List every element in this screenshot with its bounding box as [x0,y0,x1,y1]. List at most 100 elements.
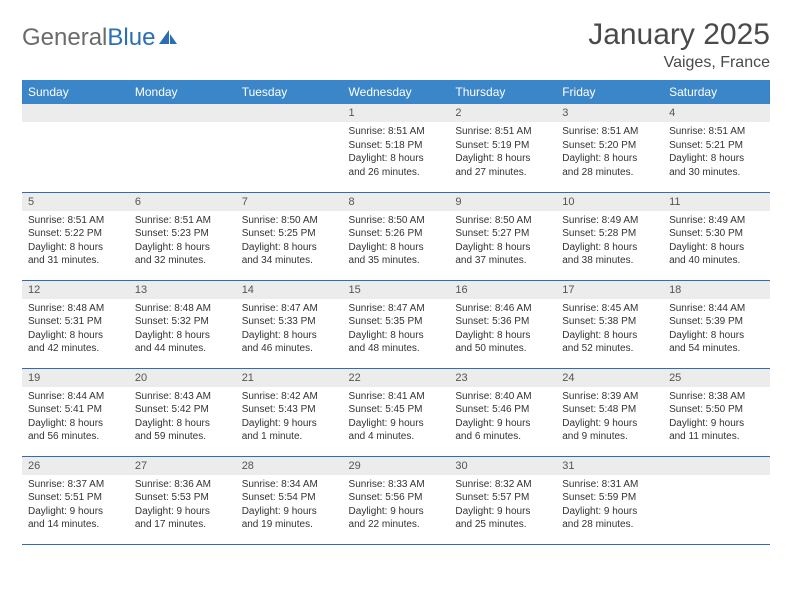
calendar-day-cell: 15Sunrise: 8:47 AMSunset: 5:35 PMDayligh… [343,280,450,368]
calendar-body: 1Sunrise: 8:51 AMSunset: 5:18 PMDaylight… [22,104,770,544]
calendar-day-cell: 16Sunrise: 8:46 AMSunset: 5:36 PMDayligh… [449,280,556,368]
day-detail-line: and 26 minutes. [349,166,444,180]
day-number: 8 [343,193,450,211]
day-detail-line: Sunrise: 8:37 AM [28,478,123,492]
sail-icon [157,25,179,53]
weekday-header: Wednesday [343,80,450,104]
calendar-day-cell: 4Sunrise: 8:51 AMSunset: 5:21 PMDaylight… [663,104,770,192]
day-details: Sunrise: 8:38 AMSunset: 5:50 PMDaylight:… [663,387,770,444]
day-details: Sunrise: 8:48 AMSunset: 5:31 PMDaylight:… [22,299,129,356]
weekday-header: Tuesday [236,80,343,104]
calendar-day-cell: 28Sunrise: 8:34 AMSunset: 5:54 PMDayligh… [236,456,343,544]
day-detail-line: Sunset: 5:22 PM [28,227,123,241]
day-detail-line: and 31 minutes. [28,254,123,268]
day-number: 17 [556,281,663,299]
day-number: 7 [236,193,343,211]
day-detail-line: Sunrise: 8:33 AM [349,478,444,492]
day-detail-line: Sunset: 5:41 PM [28,403,123,417]
day-detail-line: Sunset: 5:50 PM [669,403,764,417]
day-detail-line: Daylight: 9 hours [28,505,123,519]
day-detail-line: Daylight: 8 hours [28,417,123,431]
calendar-day-cell: 2Sunrise: 8:51 AMSunset: 5:19 PMDaylight… [449,104,556,192]
day-number: 21 [236,369,343,387]
day-details: Sunrise: 8:41 AMSunset: 5:45 PMDaylight:… [343,387,450,444]
day-details: Sunrise: 8:32 AMSunset: 5:57 PMDaylight:… [449,475,556,532]
day-details: Sunrise: 8:43 AMSunset: 5:42 PMDaylight:… [129,387,236,444]
calendar-day-cell: 9Sunrise: 8:50 AMSunset: 5:27 PMDaylight… [449,192,556,280]
day-detail-line: Sunset: 5:28 PM [562,227,657,241]
day-detail-line: Sunrise: 8:49 AM [562,214,657,228]
day-details: Sunrise: 8:51 AMSunset: 5:18 PMDaylight:… [343,122,450,179]
day-detail-line: Daylight: 8 hours [455,329,550,343]
day-detail-line: Daylight: 9 hours [562,505,657,519]
day-detail-line: Sunrise: 8:40 AM [455,390,550,404]
calendar-day-cell: 24Sunrise: 8:39 AMSunset: 5:48 PMDayligh… [556,368,663,456]
day-number: 4 [663,104,770,122]
calendar-day-cell: 5Sunrise: 8:51 AMSunset: 5:22 PMDaylight… [22,192,129,280]
day-detail-line: Sunset: 5:57 PM [455,491,550,505]
day-detail-line: Daylight: 8 hours [135,329,230,343]
day-detail-line: Sunrise: 8:38 AM [669,390,764,404]
calendar-day-cell: 1Sunrise: 8:51 AMSunset: 5:18 PMDaylight… [343,104,450,192]
day-number: 26 [22,457,129,475]
day-detail-line: and 19 minutes. [242,518,337,532]
day-number: 28 [236,457,343,475]
calendar-day-cell: 22Sunrise: 8:41 AMSunset: 5:45 PMDayligh… [343,368,450,456]
day-detail-line: Sunset: 5:43 PM [242,403,337,417]
day-detail-line: Sunrise: 8:36 AM [135,478,230,492]
day-details: Sunrise: 8:34 AMSunset: 5:54 PMDaylight:… [236,475,343,532]
calendar-day-cell [22,104,129,192]
calendar-day-cell: 6Sunrise: 8:51 AMSunset: 5:23 PMDaylight… [129,192,236,280]
calendar-day-cell: 26 Sunrise: 8:37 AMSunset: 5:51 PMDayligh… [22,456,129,544]
day-details: Sunrise: 8:46 AMSunset: 5:36 PMDaylight:… [449,299,556,356]
day-detail-line: and 38 minutes. [562,254,657,268]
day-number: 13 [129,281,236,299]
day-detail-line: Sunrise: 8:51 AM [562,125,657,139]
day-detail-line: and 32 minutes. [135,254,230,268]
day-details: Sunrise: 8:51 AMSunset: 5:19 PMDaylight:… [449,122,556,179]
day-detail-line: Sunset: 5:21 PM [669,139,764,153]
day-details: Sunrise: 8:50 AMSunset: 5:26 PMDaylight:… [343,211,450,268]
day-details: Sunrise: 8:44 AMSunset: 5:41 PMDaylight:… [22,387,129,444]
day-detail-line: Sunrise: 8:51 AM [455,125,550,139]
day-detail-line: Sunset: 5:35 PM [349,315,444,329]
day-detail-line: and 6 minutes. [455,430,550,444]
day-detail-line: Sunset: 5:20 PM [562,139,657,153]
day-detail-line: Daylight: 8 hours [669,152,764,166]
day-number: 23 [449,369,556,387]
calendar-day-cell: 25Sunrise: 8:38 AMSunset: 5:50 PMDayligh… [663,368,770,456]
day-detail-line: Daylight: 8 hours [562,329,657,343]
day-detail-line: Sunset: 5:19 PM [455,139,550,153]
day-details: Sunrise: 8:47 AMSunset: 5:33 PMDaylight:… [236,299,343,356]
day-details: Sunrise: 8:47 AMSunset: 5:35 PMDaylight:… [343,299,450,356]
calendar-day-cell: 8Sunrise: 8:50 AMSunset: 5:26 PMDaylight… [343,192,450,280]
day-number: 25 [663,369,770,387]
day-details: Sunrise: 8:51 AMSunset: 5:20 PMDaylight:… [556,122,663,179]
day-detail-line: Sunset: 5:25 PM [242,227,337,241]
day-number: 20 [129,369,236,387]
day-detail-line: and 17 minutes. [135,518,230,532]
day-detail-line: and 48 minutes. [349,342,444,356]
day-detail-line: Sunset: 5:53 PM [135,491,230,505]
day-details: Sunrise: 8:50 AMSunset: 5:25 PMDaylight:… [236,211,343,268]
day-detail-line: and 28 minutes. [562,518,657,532]
day-details: Sunrise: 8:51 AMSunset: 5:21 PMDaylight:… [663,122,770,179]
day-detail-line: Daylight: 8 hours [135,241,230,255]
day-detail-line: Daylight: 8 hours [562,152,657,166]
day-detail-line: and 28 minutes. [562,166,657,180]
day-detail-line: and 56 minutes. [28,430,123,444]
day-detail-line: Sunset: 5:31 PM [28,315,123,329]
day-detail-line: and 11 minutes. [669,430,764,444]
page-title: January 2025 [588,18,770,52]
day-number: 18 [663,281,770,299]
day-detail-line: Sunset: 5:51 PM [28,491,123,505]
day-detail-line: Daylight: 9 hours [242,417,337,431]
day-detail-line: Sunset: 5:42 PM [135,403,230,417]
calendar-day-cell: 23Sunrise: 8:40 AMSunset: 5:46 PMDayligh… [449,368,556,456]
day-detail-line: Sunrise: 8:48 AM [135,302,230,316]
calendar-week-row: 12Sunrise: 8:48 AMSunset: 5:31 PMDayligh… [22,280,770,368]
day-detail-line: Sunrise: 8:51 AM [135,214,230,228]
day-detail-line: and 1 minute. [242,430,337,444]
calendar-week-row: 26Sunrise: 8:37 AMSunset: 5:51 PMDayligh… [22,456,770,544]
day-detail-line: Sunset: 5:45 PM [349,403,444,417]
